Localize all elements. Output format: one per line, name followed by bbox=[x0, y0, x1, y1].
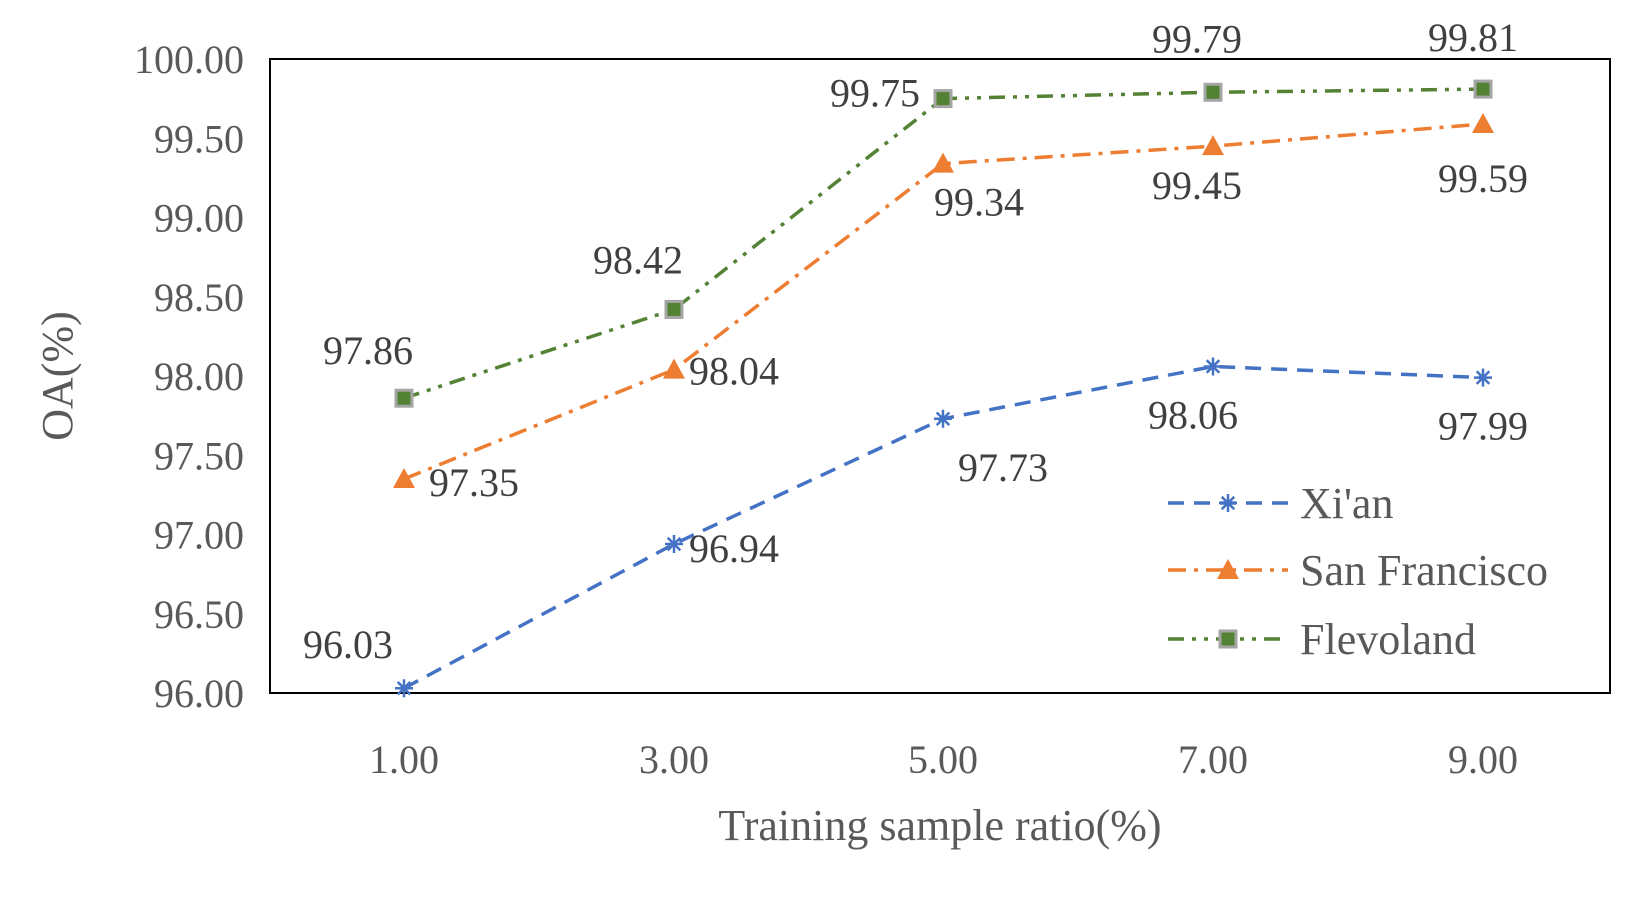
data-point-flevoland bbox=[1203, 82, 1223, 102]
data-point-san-francisco bbox=[393, 468, 415, 489]
y-tick-label: 98.00 bbox=[154, 354, 244, 399]
legend-marker bbox=[1217, 559, 1239, 579]
x-tick-label: 7.00 bbox=[1178, 737, 1248, 782]
data-label-san-francisco: 99.45 bbox=[1152, 163, 1242, 208]
data-label-flevoland: 99.75 bbox=[830, 71, 920, 116]
data-label-xi-an: 96.94 bbox=[689, 526, 779, 571]
legend-item-xi-an: Xi'an bbox=[1168, 479, 1393, 528]
y-tick-label: 97.00 bbox=[154, 513, 244, 558]
legend-marker bbox=[1218, 629, 1238, 649]
series-line-san-francisco bbox=[403, 122, 1484, 481]
y-tick-label: 97.50 bbox=[154, 433, 244, 478]
legend-item-flevoland: Flevoland bbox=[1168, 615, 1476, 664]
data-point-flevoland bbox=[933, 89, 953, 109]
data-labels: 96.03 96.94 97.73 98.06 97.99 97.35 98.04 99.34… bbox=[303, 15, 1528, 667]
x-axis-tick-labels: 1.00 3.00 5.00 7.00 9.00 bbox=[369, 737, 1518, 782]
x-tick-label: 3.00 bbox=[639, 737, 709, 782]
data-label-xi-an: 96.03 bbox=[303, 622, 393, 667]
data-point-san-francisco bbox=[932, 152, 954, 173]
data-point-flevoland bbox=[1473, 79, 1493, 99]
series-san-francisco bbox=[393, 112, 1494, 489]
data-label-flevoland: 98.42 bbox=[593, 237, 683, 282]
x-axis-title: Training sample ratio(%) bbox=[718, 801, 1161, 850]
x-tick-label: 9.00 bbox=[1448, 737, 1518, 782]
data-point-xi-an bbox=[1204, 357, 1222, 376]
x-tick-label: 5.00 bbox=[908, 737, 978, 782]
y-axis-title: OA(%) bbox=[33, 311, 82, 441]
data-label-san-francisco: 97.35 bbox=[429, 460, 519, 505]
series-layer bbox=[393, 79, 1494, 698]
data-label-xi-an: 98.06 bbox=[1148, 392, 1238, 437]
y-tick-label: 99.50 bbox=[154, 116, 244, 161]
legend-label: Flevoland bbox=[1300, 615, 1476, 664]
y-tick-label: 99.00 bbox=[154, 196, 244, 241]
data-point-san-francisco bbox=[1202, 135, 1224, 156]
y-tick-label: 100.00 bbox=[134, 37, 244, 82]
series-xi-an bbox=[395, 357, 1492, 698]
data-point-flevoland bbox=[394, 388, 414, 408]
data-label-san-francisco: 99.59 bbox=[1438, 156, 1528, 201]
data-label-flevoland: 99.81 bbox=[1428, 15, 1518, 60]
data-point-xi-an bbox=[934, 409, 952, 428]
data-label-san-francisco: 99.34 bbox=[934, 180, 1024, 225]
plot-area-border bbox=[269, 58, 1611, 694]
x-tick-label: 1.00 bbox=[369, 737, 439, 782]
data-label-flevoland: 99.79 bbox=[1152, 16, 1242, 61]
legend-label: San Francisco bbox=[1300, 546, 1548, 595]
data-point-flevoland bbox=[664, 299, 684, 319]
legend-marker bbox=[1219, 494, 1237, 512]
data-point-xi-an bbox=[1474, 368, 1492, 387]
data-point-san-francisco bbox=[663, 358, 685, 379]
data-label-flevoland: 97.86 bbox=[323, 328, 413, 373]
data-point-san-francisco bbox=[1472, 112, 1494, 133]
legend-label: Xi'an bbox=[1300, 479, 1393, 528]
data-label-san-francisco: 98.04 bbox=[689, 349, 779, 394]
legend-item-san-francisco: San Francisco bbox=[1168, 546, 1548, 595]
y-axis-tick-labels: 96.00 96.50 97.00 97.50 98.00 98.50 99.00 99.50… bbox=[134, 37, 244, 716]
y-tick-label: 96.50 bbox=[154, 592, 244, 637]
y-tick-label: 98.50 bbox=[154, 275, 244, 320]
legend: Xi'an San Francisco Flevoland bbox=[1168, 479, 1548, 664]
y-tick-label: 96.00 bbox=[154, 671, 244, 716]
data-point-xi-an bbox=[395, 679, 413, 698]
data-point-xi-an bbox=[665, 535, 683, 554]
series-flevoland bbox=[394, 79, 1493, 408]
data-label-xi-an: 97.73 bbox=[958, 445, 1048, 490]
data-label-xi-an: 97.99 bbox=[1438, 404, 1528, 449]
